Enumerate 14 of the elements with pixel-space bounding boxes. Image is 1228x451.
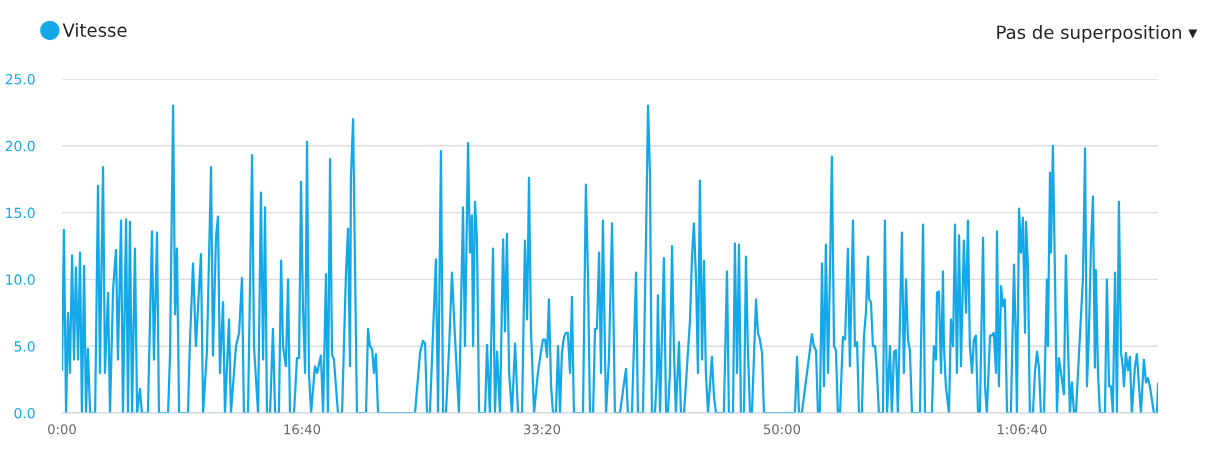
line-series: [62, 104, 1158, 413]
x-tick-label: 0:00: [48, 424, 76, 435]
legend-label: Vitesse: [62, 23, 127, 37]
y-tick-label: 10.0: [6, 274, 35, 285]
text: Pas de superposition ▾: [997, 25, 1198, 43]
y-tick-label: 5.0: [14, 341, 35, 352]
x-tick-label: 16:40: [284, 424, 321, 435]
y-tick-label: 20.0: [5, 140, 35, 152]
y-tick-label: 25.0: [5, 73, 35, 85]
y-tick-label: 0.0: [14, 407, 35, 419]
x-tick-label: 50:00: [763, 424, 801, 435]
x-tick-label: 1:06:40: [997, 424, 1047, 435]
y-tick-label: 15.0: [6, 207, 35, 219]
x-tick-label: 33:20: [523, 424, 561, 435]
